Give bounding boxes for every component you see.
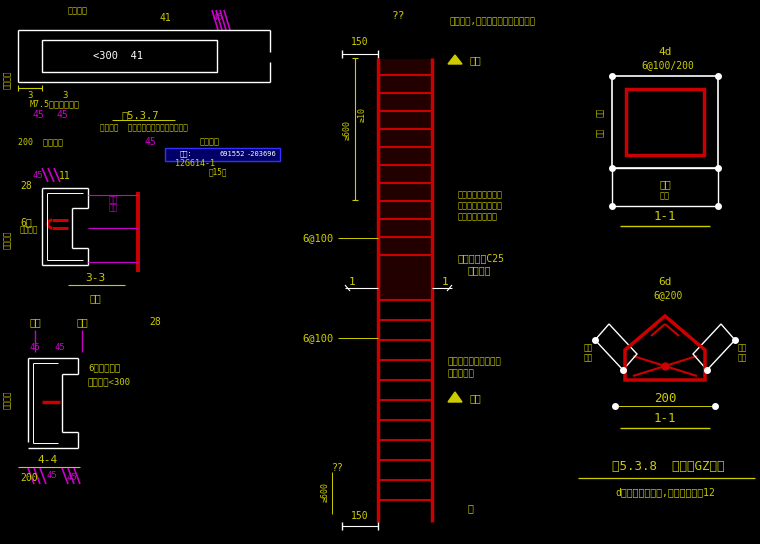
Text: 混凝土采用C25: 混凝土采用C25 — [458, 253, 505, 263]
Text: 墙体钢筋: 墙体钢筋 — [2, 71, 11, 89]
Text: 6每砖墙一根: 6每砖墙一根 — [88, 363, 120, 373]
Text: 预留箍筋直径与根数同: 预留箍筋直径与根数同 — [448, 357, 502, 367]
Text: 200  线槽宽度: 200 线槽宽度 — [18, 138, 63, 146]
Text: 可使用另售板锚夹: 可使用另售板锚夹 — [458, 213, 498, 221]
Text: （后浇）: （后浇） — [468, 265, 492, 275]
Bar — [42, 40, 217, 72]
Text: 45: 45 — [56, 110, 68, 120]
Text: 1-1: 1-1 — [654, 411, 676, 424]
Text: 6@100/200: 6@100/200 — [641, 60, 695, 70]
Text: 线槽宽度: 线槽宽度 — [2, 391, 11, 409]
Text: 45: 45 — [33, 171, 43, 181]
Text: 造柱时，留设孔眼，: 造柱时，留设孔眼， — [458, 201, 503, 211]
Text: 槽深: 槽深 — [29, 317, 41, 327]
Text: 梁面: 梁面 — [470, 393, 482, 403]
Text: 41: 41 — [159, 13, 171, 23]
Text: 3-3: 3-3 — [85, 273, 105, 283]
Text: 梁面: 梁面 — [470, 55, 482, 65]
Text: 28: 28 — [149, 317, 161, 327]
Text: 1-1: 1-1 — [654, 209, 676, 222]
Text: 墙厚: 墙厚 — [659, 179, 671, 189]
Text: 45: 45 — [46, 471, 57, 479]
Text: 45: 45 — [213, 14, 223, 22]
Text: 梁: 梁 — [467, 503, 473, 513]
Text: 砌筑: 砌筑 — [737, 343, 746, 353]
Text: 预留箍筋,根数、直径同构造柱纵筋: 预留箍筋,根数、直径同构造柱纵筋 — [450, 17, 536, 27]
Text: 命令:: 命令: — [180, 151, 193, 157]
Text: 砌厚: 砌厚 — [596, 127, 604, 137]
Text: 墙厚: 墙厚 — [596, 107, 604, 116]
Text: 45: 45 — [30, 343, 40, 353]
Text: 图5.3.8  构造柱GZ做法: 图5.3.8 构造柱GZ做法 — [612, 460, 724, 473]
Text: 200: 200 — [654, 392, 676, 405]
Text: 1: 1 — [442, 277, 448, 287]
Bar — [612, 168, 718, 206]
Text: 砌厚: 砌厚 — [660, 191, 670, 201]
Text: 砖墙一根: 砖墙一根 — [20, 226, 39, 234]
Text: 4-4: 4-4 — [38, 455, 58, 465]
Text: 3: 3 — [27, 90, 33, 100]
Bar — [612, 76, 718, 168]
Text: ≥10: ≥10 — [357, 108, 366, 122]
Bar — [626, 89, 704, 155]
Text: ??: ?? — [391, 11, 405, 21]
Text: 200: 200 — [20, 473, 38, 483]
Text: 选筋: 选筋 — [584, 343, 593, 353]
Text: 墙厚: 墙厚 — [89, 293, 101, 303]
Text: 锚固钢筋: 锚固钢筋 — [2, 231, 11, 249]
Text: ??: ?? — [332, 463, 344, 473]
Bar — [379, 59, 431, 299]
Text: 150: 150 — [351, 37, 369, 47]
Text: 4d: 4d — [658, 47, 672, 57]
Text: 图15页: 图15页 — [209, 168, 227, 176]
Text: 12G614-1: 12G614-1 — [175, 159, 215, 169]
Text: 45: 45 — [144, 137, 156, 147]
Text: 图5.3.7: 图5.3.7 — [122, 110, 159, 120]
Text: M7.5水泥砂浆堵塞: M7.5水泥砂浆堵塞 — [30, 100, 80, 108]
Text: 45: 45 — [32, 110, 44, 120]
Text: 构造柱纵筋: 构造柱纵筋 — [448, 369, 475, 379]
Text: 线槽宽度  开槽后深度不大于墙厚的一半: 线槽宽度 开槽后深度不大于墙厚的一半 — [100, 123, 188, 133]
Text: 691552: 691552 — [219, 151, 245, 157]
Text: 6@100: 6@100 — [302, 233, 334, 243]
Text: 1: 1 — [349, 277, 356, 287]
Text: 槽深: 槽深 — [76, 317, 88, 327]
Text: 6@100: 6@100 — [302, 333, 334, 343]
Polygon shape — [448, 55, 462, 64]
Text: -203696: -203696 — [247, 151, 277, 157]
Text: 开槽长度<300: 开槽长度<300 — [88, 378, 131, 386]
Text: 水平筋线: 水平筋线 — [68, 7, 88, 15]
Text: 墙厚: 墙厚 — [109, 195, 118, 205]
Bar — [165, 148, 280, 161]
Text: 28: 28 — [20, 181, 32, 191]
Text: 马牙槎见: 马牙槎见 — [200, 138, 220, 146]
Text: 45: 45 — [55, 343, 65, 353]
Text: 砌厚: 砌厚 — [109, 203, 118, 213]
Text: 当为非承重墙体构构: 当为非承重墙体构构 — [458, 190, 503, 200]
Text: 6每: 6每 — [20, 217, 32, 227]
Text: 6d: 6d — [658, 277, 672, 287]
Polygon shape — [448, 392, 462, 402]
Text: 牢固: 牢固 — [737, 354, 746, 362]
Text: ≥600: ≥600 — [343, 120, 351, 140]
Text: d详有关结构详图,未注明时径为12: d详有关结构详图,未注明时径为12 — [615, 487, 715, 497]
Text: 150: 150 — [351, 511, 369, 521]
Text: 45: 45 — [67, 473, 78, 483]
Text: 11: 11 — [59, 171, 71, 181]
Text: 牢固: 牢固 — [584, 354, 593, 362]
Text: <300  41: <300 41 — [93, 51, 143, 61]
Text: ≥600: ≥600 — [321, 482, 330, 502]
Text: 6@200: 6@200 — [654, 290, 682, 300]
Text: 3: 3 — [62, 90, 68, 100]
